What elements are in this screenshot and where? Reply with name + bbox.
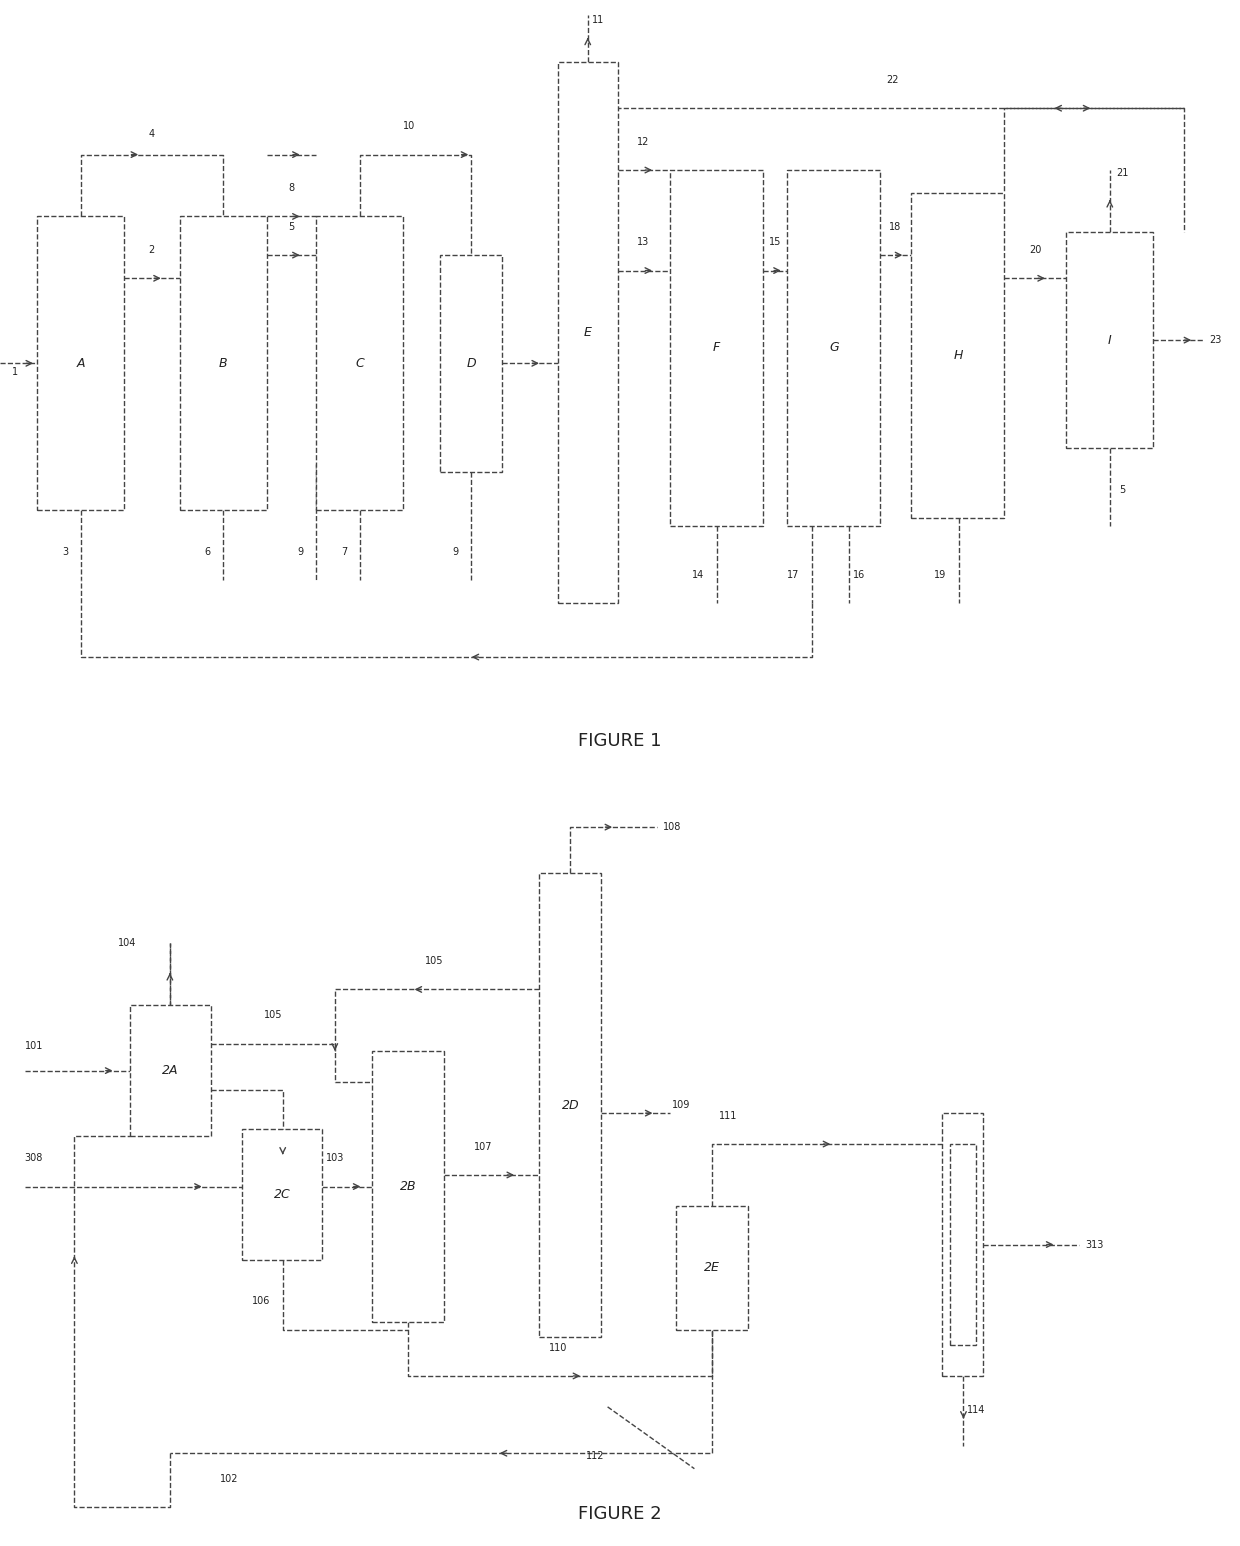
Text: F: F (713, 342, 719, 354)
Bar (911, 193, 1004, 518)
Text: 2C: 2C (274, 1187, 290, 1201)
Text: D: D (466, 357, 476, 369)
Text: B: B (219, 357, 227, 369)
Text: E: E (584, 326, 591, 339)
Text: A: A (77, 357, 84, 369)
Bar (670, 170, 763, 526)
Text: 20: 20 (1029, 246, 1042, 255)
Text: 109: 109 (672, 1101, 691, 1110)
Text: 2F: 2F (955, 1238, 971, 1251)
Text: 22: 22 (887, 76, 899, 85)
Text: FIGURE 2: FIGURE 2 (578, 1504, 662, 1523)
Text: 5: 5 (288, 223, 295, 232)
Bar (316, 216, 403, 510)
Text: I: I (1107, 334, 1112, 346)
Bar (558, 62, 618, 603)
Bar (539, 873, 601, 1337)
Text: 19: 19 (934, 570, 946, 580)
Text: 7: 7 (341, 547, 347, 557)
Text: 9: 9 (298, 547, 304, 557)
Bar (1066, 232, 1153, 448)
Bar (787, 170, 880, 526)
Text: 2B: 2B (399, 1180, 417, 1194)
Text: 8: 8 (289, 184, 294, 193)
Text: H: H (954, 349, 962, 362)
Text: 14: 14 (692, 570, 704, 580)
Text: 107: 107 (475, 1142, 492, 1152)
Text: 313: 313 (1085, 1240, 1104, 1249)
Text: 2A: 2A (162, 1064, 179, 1078)
Text: 5: 5 (1118, 485, 1126, 495)
Text: 6: 6 (205, 547, 211, 557)
Text: 10: 10 (403, 122, 415, 131)
Bar (130, 1005, 211, 1136)
Text: 2E: 2E (704, 1262, 719, 1274)
Text: 13: 13 (637, 238, 650, 247)
Text: 111: 111 (719, 1112, 738, 1121)
Text: 112: 112 (587, 1452, 604, 1461)
Text: 4: 4 (149, 130, 154, 139)
Bar (440, 255, 502, 472)
Text: 101: 101 (25, 1042, 43, 1051)
Bar (180, 216, 267, 510)
Text: 114: 114 (967, 1405, 985, 1415)
Text: 18: 18 (889, 223, 901, 232)
Text: G: G (830, 342, 838, 354)
Text: 2: 2 (148, 246, 155, 255)
Bar (942, 1113, 983, 1376)
Text: 105: 105 (264, 1011, 281, 1020)
Bar (372, 1051, 444, 1322)
Text: 106: 106 (252, 1297, 270, 1306)
Text: 105: 105 (425, 957, 443, 966)
Text: FIGURE 1: FIGURE 1 (578, 731, 662, 750)
Text: 21: 21 (1116, 169, 1128, 178)
Bar (950, 1144, 976, 1345)
Text: 2D: 2D (562, 1099, 579, 1112)
Text: 16: 16 (853, 570, 866, 580)
Text: 15: 15 (769, 238, 781, 247)
Text: 12: 12 (637, 138, 650, 147)
Text: 23: 23 (1209, 335, 1221, 345)
Text: 9: 9 (453, 547, 459, 557)
Text: 110: 110 (549, 1343, 567, 1353)
Text: 1: 1 (12, 366, 19, 377)
Text: 108: 108 (663, 822, 682, 832)
Bar (676, 1206, 748, 1330)
Text: 3: 3 (62, 547, 68, 557)
Text: C: C (355, 357, 365, 369)
Text: 103: 103 (326, 1153, 343, 1163)
Bar (37, 216, 124, 510)
Text: 17: 17 (787, 570, 800, 580)
Text: 308: 308 (25, 1153, 43, 1163)
Text: 11: 11 (591, 15, 604, 25)
Text: 104: 104 (118, 938, 136, 948)
Bar (242, 1129, 322, 1260)
Text: 102: 102 (221, 1475, 238, 1484)
